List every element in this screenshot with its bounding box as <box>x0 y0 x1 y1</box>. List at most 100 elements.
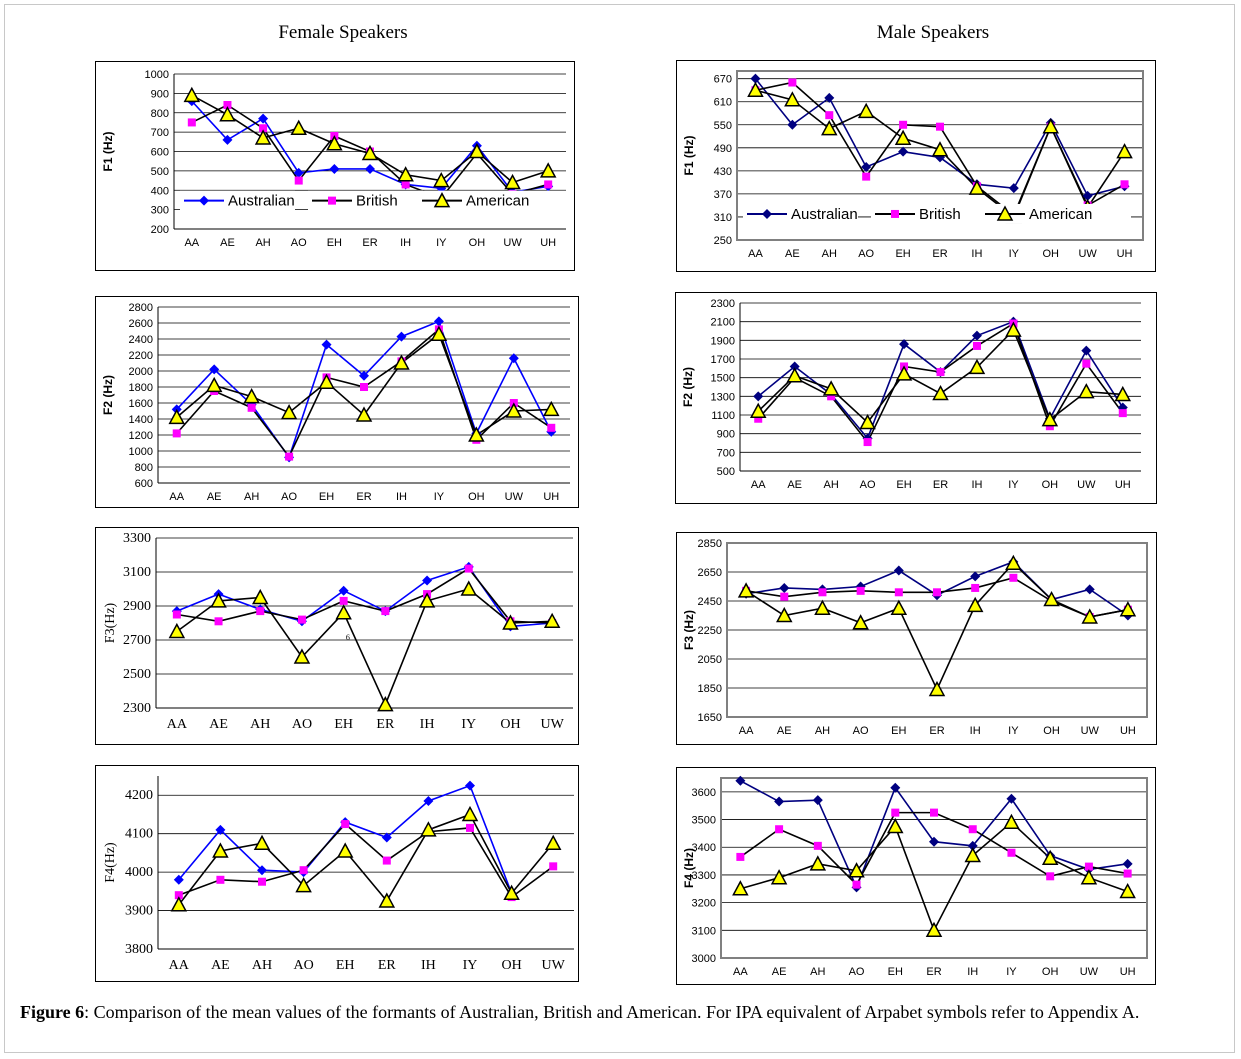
female-f3-xtick-label: OH <box>500 717 520 732</box>
chart-male-f1-svg: 250 310 370 430 490 550 610 670 AA AE AH AO EH ER IH IY… <box>682 70 1144 260</box>
male-f3-american-point <box>814 599 831 615</box>
male-f1-ytick-label: 370 <box>714 189 732 201</box>
female-f1-xtick-label: UW <box>503 237 522 249</box>
male-f2-ytick-label: 1500 <box>711 373 735 385</box>
female-f4-british-point <box>341 820 350 829</box>
male-f1-american-point <box>857 102 875 119</box>
male-f3-british-point <box>818 588 827 597</box>
female-f1-ytick-label: 800 <box>151 108 169 120</box>
male-f1-legend-bg <box>871 203 986 224</box>
female-f1-xtick-label: IH <box>400 237 411 249</box>
male-f3-american-point <box>966 596 984 613</box>
female-f1-xtick-label: OH <box>469 237 486 249</box>
female-f1-legend-bg <box>418 190 568 211</box>
female-f2-ytick-label: 2200 <box>129 350 153 362</box>
female-f2-ytick-label: 1600 <box>129 398 153 410</box>
female-f1-american-point <box>254 129 272 145</box>
male-f3-xtick-label: AH <box>815 725 830 737</box>
female-f1-ytick-label: 700 <box>151 127 169 139</box>
female-f3-ytick-label: 3100 <box>123 565 151 580</box>
chart-male-f2: 500 700 900 1100 1300 1500 1700 1900 2100 2300 AA A… <box>675 292 1157 504</box>
male-f1-ytick-label: 430 <box>714 166 732 178</box>
male-f1-legend-marker <box>762 208 772 219</box>
male-f4-xtick-label: AE <box>772 966 787 978</box>
female-f3-british-point <box>297 615 306 624</box>
male-f4-plot-border <box>720 777 1148 959</box>
female-f2-xtick-label: ER <box>356 491 371 503</box>
male-f4-australian-point <box>890 782 901 793</box>
male-f4-xtick-label: EH <box>888 966 903 978</box>
female-f2-american-point <box>393 354 410 370</box>
caption-label: Figure 6 <box>20 1002 85 1022</box>
male-f4-british-point <box>1084 862 1093 871</box>
female-f1-legend-label: American <box>466 193 529 210</box>
male-f2-american-point <box>749 402 767 419</box>
female-f3-xtick-label: IY <box>461 717 476 732</box>
male-f2-ytick-label: 1100 <box>711 410 735 422</box>
female-f1-ytick-label: 200 <box>151 224 169 236</box>
female-f1-legend-bg <box>308 190 423 211</box>
male-f4-american-point <box>964 846 981 863</box>
male-f2-ytick-label: 900 <box>717 429 735 441</box>
female-f4-australian-point <box>215 824 226 835</box>
female-f3-xtick-label: AA <box>167 717 188 732</box>
female-f2-australian-point <box>433 316 444 327</box>
female-f2-xtick-label: UW <box>505 491 524 503</box>
female-f3-xtick-label: AH <box>250 717 270 732</box>
male-f4-ytick-label: 3200 <box>692 898 716 910</box>
male-f1-ytick-label: 490 <box>714 143 732 155</box>
female-f4-australian-point <box>257 865 267 876</box>
female-f2-american-point <box>468 426 485 442</box>
male-f1-american-point <box>784 91 801 107</box>
female-f4-xtick-label: UW <box>542 958 566 973</box>
female-f4-xtick-label: AA <box>169 958 190 973</box>
female-f4-xtick-label: AO <box>293 958 313 973</box>
male-f3-british-point <box>933 588 941 597</box>
female-f1-ytick-label: 900 <box>151 88 169 100</box>
female-f2-xtick-label: IH <box>396 491 407 503</box>
male-f2-ytick-label: 500 <box>717 466 735 478</box>
female-f1-xtick-label: AA <box>184 237 199 249</box>
female-f4-xtick-label: IY <box>463 958 478 973</box>
female-f1-australian-point <box>222 134 233 145</box>
male-f4-british-point <box>1046 872 1055 881</box>
female-f3-ytick-label: 2700 <box>123 633 151 648</box>
chart-female-f3-svg: 2300 2500 2700 2900 3100 3300 AA AE AH AO EH ER IH IY… <box>103 531 573 732</box>
male-f4-british-point <box>775 825 784 834</box>
male-f1-australian-line <box>754 78 1125 197</box>
male-f4-american-point <box>925 921 943 938</box>
female-f3-british-point <box>381 607 390 616</box>
male-f1-ytick-label: 550 <box>714 120 732 132</box>
female-f2-american-point <box>280 404 298 420</box>
male-f1-ytick-label: 610 <box>714 97 732 109</box>
male-f1-legend-label: American <box>1029 206 1092 223</box>
female-f4-ytick-label: 4000 <box>125 865 153 880</box>
male-f4-australian-point <box>1006 793 1017 804</box>
female-f2-ytick-label: 2800 <box>129 302 153 314</box>
male-f4-australian-point <box>1122 858 1133 869</box>
female-f1-xtick-label: AO <box>291 237 307 249</box>
male-f1-xtick-label: AO <box>858 248 874 260</box>
male-f4-australian-point <box>774 796 785 807</box>
male-f4-british-point <box>813 841 822 850</box>
male-f1-legend-bg <box>743 203 858 224</box>
chart-male-f1: 250 310 370 430 490 550 610 670 AA AE AH AO EH ER IH IY… <box>676 60 1156 272</box>
male-f3-xtick-label: AO <box>853 725 869 737</box>
female-f2-australian-point <box>396 331 407 342</box>
male-f4-british-line <box>739 811 1128 886</box>
male-f3-ytick-label: 2050 <box>698 654 722 666</box>
male-f3-ytick-label: 2650 <box>698 567 722 579</box>
female-f4-xtick-label: OH <box>501 958 521 973</box>
chart-male-f4-svg: 3000 3100 3200 3300 3400 3500 3600 AA AE AH AO EH ER… <box>682 775 1148 978</box>
female-f2-british-point <box>547 423 556 432</box>
male-f1-american-point <box>1042 118 1059 134</box>
female-f3-american-point <box>251 588 269 605</box>
female-f2-american-point <box>243 388 260 404</box>
male-f1-xtick-label: UW <box>1078 248 1097 260</box>
male-f4-british-point <box>736 852 745 861</box>
male-f3-ytick-label: 1650 <box>698 712 722 724</box>
female-f1-british-point <box>294 176 303 185</box>
female-f4-australian-point <box>381 832 392 843</box>
male-f1-british-point <box>1120 180 1129 189</box>
female-f1-american-point <box>290 119 307 135</box>
